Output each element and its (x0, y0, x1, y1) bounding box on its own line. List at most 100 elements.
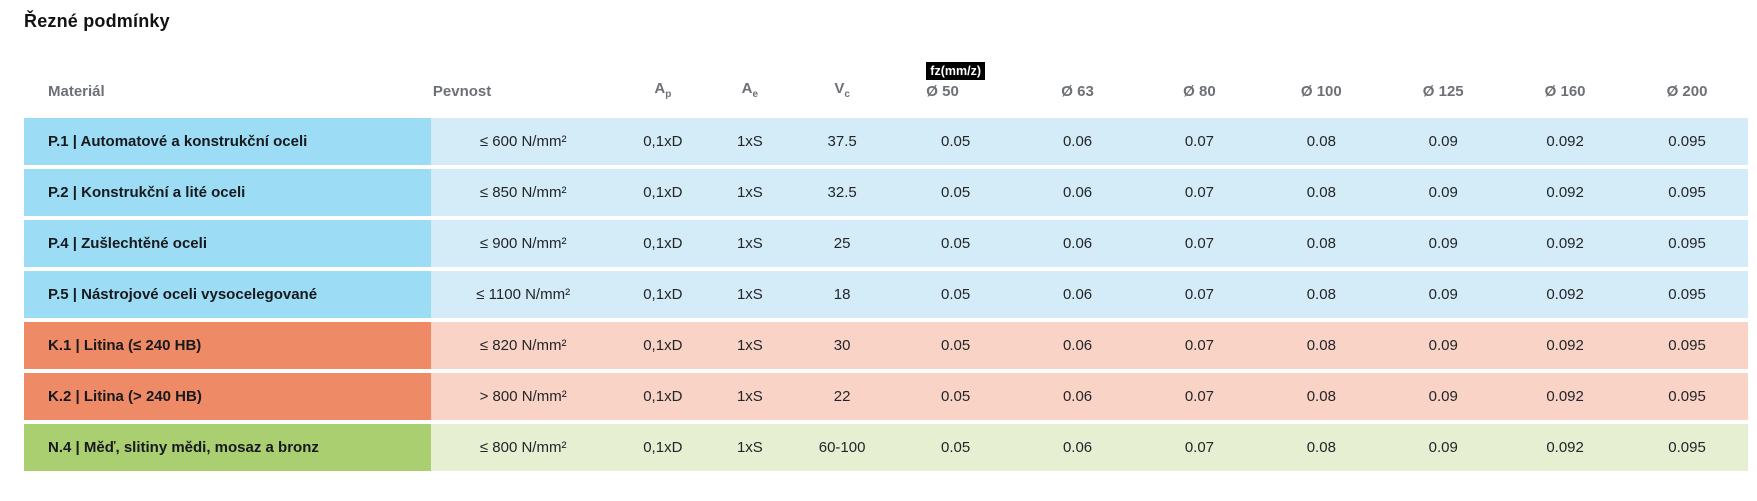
material-cell: K.1 | Litina (≤ 240 HB) (24, 322, 431, 369)
ap-cell: 0,1xD (615, 322, 711, 369)
column-header-ap: Ap (615, 52, 710, 114)
fz-cell: 0.07 (1138, 118, 1261, 165)
column-header-material: Materiál (48, 83, 105, 100)
fz-cell: 0.07 (1138, 322, 1261, 369)
vc-cell: 37.5 (789, 118, 895, 165)
fz-cell: 0.092 (1504, 373, 1627, 420)
page-title: Řezné podmínky (24, 11, 170, 31)
table-row: P.2 | Konstrukční a lité oceli ≤ 850 N/mm… (24, 169, 1748, 216)
table-body: P.1 | Automatové a konstrukční oceli ≤ 60… (24, 118, 1748, 471)
column-header-vc: Vc (790, 52, 895, 114)
material-cell: K.2 | Litina (> 240 HB) (24, 373, 431, 420)
fz-cell: 0.08 (1260, 118, 1383, 165)
fz-cell: 0.05 (894, 424, 1017, 471)
ap-cell: 0,1xD (615, 118, 711, 165)
column-header-diameter-50: fz(mm/z) Ø 50 (895, 52, 1017, 114)
material-cell: P.1 | Automatové a konstrukční oceli (24, 118, 431, 165)
fz-cell: 0.092 (1504, 271, 1627, 318)
diameter-header-label: Ø 50 (926, 83, 959, 100)
fz-cell: 0.095 (1626, 118, 1748, 165)
fz-cell: 0.095 (1626, 169, 1748, 216)
fz-cell: 0.08 (1260, 373, 1383, 420)
vc-cell: 18 (789, 271, 895, 318)
ae-cell: 1xS (710, 322, 790, 369)
pevnost-cell: ≤ 800 N/mm² (430, 424, 616, 471)
column-header-diameter-63: Ø 63 (1017, 52, 1139, 114)
ae-cell: 1xS (710, 220, 790, 267)
diameter-header-stack: Ø 63 (1061, 83, 1094, 100)
column-header-diameter-200: Ø 200 (1626, 52, 1748, 114)
column-header-diameter-125: Ø 125 (1382, 52, 1504, 114)
fz-cell: 0.095 (1626, 271, 1748, 318)
vc-cell: 60-100 (789, 424, 895, 471)
diameter-header-stack: Ø 100 (1301, 83, 1342, 100)
fz-cell: 0.05 (894, 220, 1017, 267)
pevnost-cell: ≤ 1100 N/mm² (430, 271, 616, 318)
ap-symbol: A (654, 80, 666, 97)
table-row: K.1 | Litina (≤ 240 HB) ≤ 820 N/mm² 0,1xD 1… (24, 322, 1748, 369)
diameter-header-stack: fz(mm/z) Ø 50 (926, 62, 985, 100)
ap-cell: 0,1xD (615, 424, 711, 471)
fz-cell: 0.06 (1016, 373, 1139, 420)
fz-cell: 0.095 (1626, 424, 1748, 471)
fz-cell: 0.092 (1504, 169, 1627, 216)
vc-cell: 30 (789, 322, 895, 369)
vc-subscript: c (844, 89, 850, 100)
table-header: Materiál Pevnost Ap Ae Vc fz(mm/z) Ø 50 Ø … (24, 52, 1748, 114)
fz-cell: 0.05 (894, 169, 1017, 216)
material-cell: P.2 | Konstrukční a lité oceli (24, 169, 431, 216)
fz-cell: 0.08 (1260, 271, 1383, 318)
fz-cell: 0.09 (1382, 169, 1505, 216)
material-cell: N.4 | Měď, slitiny mědi, mosaz a bronz (24, 424, 431, 471)
diameter-header-label: Ø 200 (1666, 83, 1708, 100)
diameter-header-label: Ø 160 (1544, 83, 1586, 100)
diameter-header-label: Ø 63 (1061, 83, 1094, 100)
pevnost-cell: > 800 N/mm² (430, 373, 616, 420)
cutting-conditions-table: Materiál Pevnost Ap Ae Vc fz(mm/z) Ø 50 Ø … (24, 48, 1748, 475)
table-row: P.4 | Zušlechtěné oceli ≤ 900 N/mm² 0,1xD 1… (24, 220, 1748, 267)
column-header-diameter-160: Ø 160 (1504, 52, 1626, 114)
fz-cell: 0.07 (1138, 373, 1261, 420)
ae-subscript: e (752, 89, 759, 100)
pevnost-cell: ≤ 820 N/mm² (430, 322, 616, 369)
fz-cell: 0.07 (1138, 424, 1261, 471)
fz-cell: 0.06 (1016, 424, 1139, 471)
vc-cell: 22 (789, 373, 895, 420)
ae-symbol: A (741, 80, 753, 97)
fz-cell: 0.095 (1626, 373, 1748, 420)
fz-cell: 0.06 (1016, 322, 1139, 369)
ap-cell: 0,1xD (615, 271, 711, 318)
fz-cell: 0.092 (1504, 322, 1627, 369)
fz-cell: 0.07 (1138, 220, 1261, 267)
material-cell: P.5 | Nástrojové oceli vysocelegované (24, 271, 431, 318)
fz-cell: 0.05 (894, 322, 1017, 369)
ae-cell: 1xS (710, 373, 790, 420)
fz-cell: 0.06 (1016, 271, 1139, 318)
fz-cell: 0.08 (1260, 322, 1383, 369)
fz-cell: 0.08 (1260, 169, 1383, 216)
fz-cell: 0.06 (1016, 220, 1139, 267)
column-header-pevnost: Pevnost (432, 83, 492, 100)
fz-cell: 0.05 (894, 118, 1017, 165)
diameter-header-stack: Ø 125 (1423, 83, 1464, 100)
column-header-diameter-80: Ø 80 (1138, 52, 1260, 114)
fz-cell: 0.09 (1382, 373, 1505, 420)
vc-cell: 25 (789, 220, 895, 267)
fz-cell: 0.08 (1260, 220, 1383, 267)
fz-cell: 0.05 (894, 373, 1017, 420)
fz-unit-badge: fz(mm/z) (926, 62, 985, 80)
ap-cell: 0,1xD (615, 169, 711, 216)
pevnost-cell: ≤ 600 N/mm² (430, 118, 616, 165)
ap-subscript: p (665, 89, 672, 100)
material-cell: P.4 | Zušlechtěné oceli (24, 220, 431, 267)
pevnost-cell: ≤ 900 N/mm² (430, 220, 616, 267)
diameter-header-stack: Ø 200 (1667, 83, 1708, 100)
fz-cell: 0.08 (1260, 424, 1383, 471)
ap-cell: 0,1xD (615, 220, 711, 267)
ae-cell: 1xS (710, 424, 790, 471)
table-row: N.4 | Měď, slitiny mědi, mosaz a bronz ≤ … (24, 424, 1748, 471)
fz-cell: 0.09 (1382, 118, 1505, 165)
ap-cell: 0,1xD (615, 373, 711, 420)
ae-cell: 1xS (710, 169, 790, 216)
